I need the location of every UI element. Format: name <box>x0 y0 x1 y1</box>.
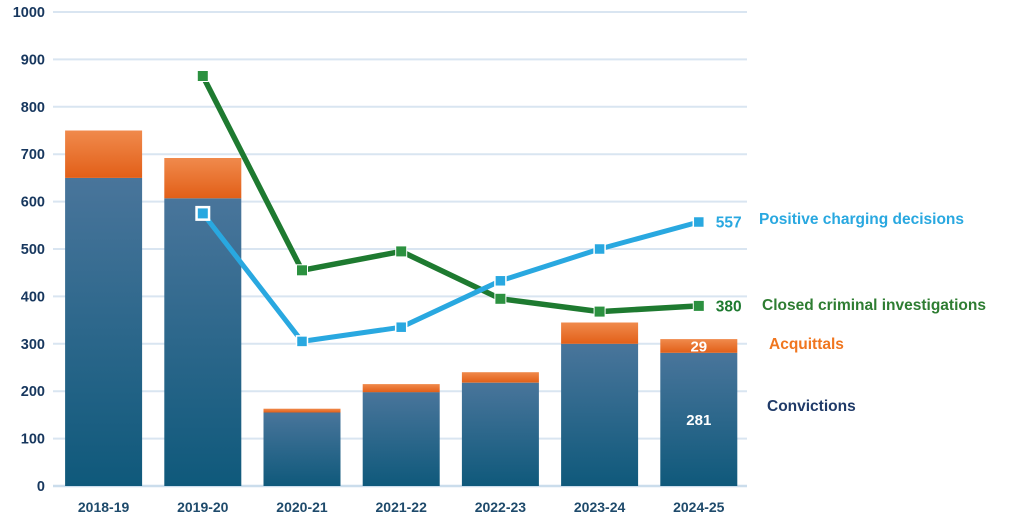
bar-convictions-2019-20 <box>164 198 242 487</box>
bar-convictions-2023-24 <box>561 343 639 486</box>
y-axis-label-700: 700 <box>21 147 45 163</box>
x-axis-label-2020-21: 2020-21 <box>276 499 328 515</box>
marker-blue <box>494 274 507 288</box>
x-axis-label-2023-24: 2023-24 <box>574 499 626 515</box>
marker-green <box>494 292 507 305</box>
bar-acquittals-2022-23 <box>461 372 539 383</box>
legend-acquittals: Acquittals <box>769 336 844 353</box>
marker-green <box>395 245 408 258</box>
bar-acquittals-2021-22 <box>362 384 440 393</box>
bar-convictions-2020-21 <box>263 412 341 486</box>
y-axis-label-0: 0 <box>37 479 45 495</box>
y-axis-label-400: 400 <box>21 289 45 305</box>
bar-label-convictions: 281 <box>686 412 711 429</box>
marker-open <box>197 208 208 219</box>
bar-acquittals-2023-24 <box>561 322 639 344</box>
bar-acquittals-2024-25 <box>660 339 738 353</box>
x-axis-label-2022-23: 2022-23 <box>475 499 527 515</box>
marker-green <box>196 70 209 82</box>
x-axis-label-2019-20: 2019-20 <box>177 499 229 515</box>
bar-acquittals-2020-21 <box>263 408 341 413</box>
y-axis-label-200: 200 <box>21 384 45 400</box>
bar-convictions-2024-25 <box>660 352 738 486</box>
marker-blue <box>295 335 309 348</box>
marker-blue <box>692 215 706 229</box>
x-axis-label-2021-22: 2021-22 <box>376 499 428 515</box>
marker-green <box>593 305 606 318</box>
line-closed-investigations <box>200 73 702 315</box>
marker-green <box>692 299 705 312</box>
bar-convictions-2021-22 <box>362 392 440 486</box>
legend-positive-charging-decisions: Positive charging decisions <box>759 211 965 228</box>
y-axis-label-800: 800 <box>21 100 45 116</box>
y-axis-label-100: 100 <box>21 432 45 448</box>
marker-green <box>296 264 308 277</box>
y-axis-label-600: 600 <box>21 195 45 211</box>
marker-blue <box>394 320 408 334</box>
end-label-positive-charging: 557 <box>716 215 742 232</box>
x-axis-label-2024-25: 2024-25 <box>673 499 725 515</box>
marker-blue <box>593 242 606 256</box>
end-label-closed-investigations: 380 <box>716 298 742 315</box>
y-axis-label-500: 500 <box>21 242 45 258</box>
y-axis-label-1000: 1000 <box>13 5 45 21</box>
bar-acquittals-2018-19 <box>65 130 143 178</box>
bar-convictions-2018-19 <box>65 177 143 486</box>
y-axis-label-300: 300 <box>21 337 45 353</box>
legend-convictions: Convictions <box>767 398 856 415</box>
bar-label-acquittals: 29 <box>690 338 707 355</box>
x-axis-label-2018-19: 2018-19 <box>78 499 130 515</box>
bar-acquittals-2019-20 <box>164 158 242 199</box>
line-positive-charging <box>200 210 702 344</box>
bar-convictions-2022-23 <box>461 382 539 486</box>
y-axis-label-900: 900 <box>21 52 45 68</box>
legend-closed-criminal-investigations: Closed criminal investigations <box>762 297 986 314</box>
